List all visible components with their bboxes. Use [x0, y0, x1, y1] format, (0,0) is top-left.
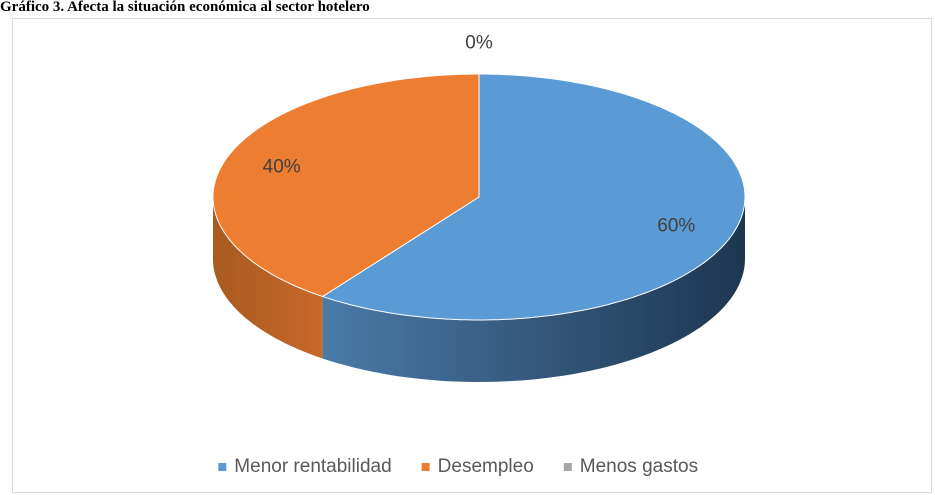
legend-label: Desempleo: [438, 456, 534, 477]
legend-marker: [421, 463, 430, 471]
data-label: 0%: [465, 32, 493, 53]
pie-slice: [212, 73, 480, 298]
legend-label: Menor rentabilidad: [234, 456, 391, 477]
data-label: 60%: [657, 216, 695, 237]
pie-side: [322, 197, 745, 382]
pie-slice: [321, 73, 746, 321]
pie-side: [213, 197, 323, 359]
chart-title: Gráfico 3. Afecta la situación económica…: [0, 0, 370, 15]
legend-label: Menos gastos: [580, 456, 698, 477]
data-label: 40%: [263, 156, 301, 177]
legend-marker: [563, 463, 572, 471]
legend-marker: [218, 463, 227, 471]
